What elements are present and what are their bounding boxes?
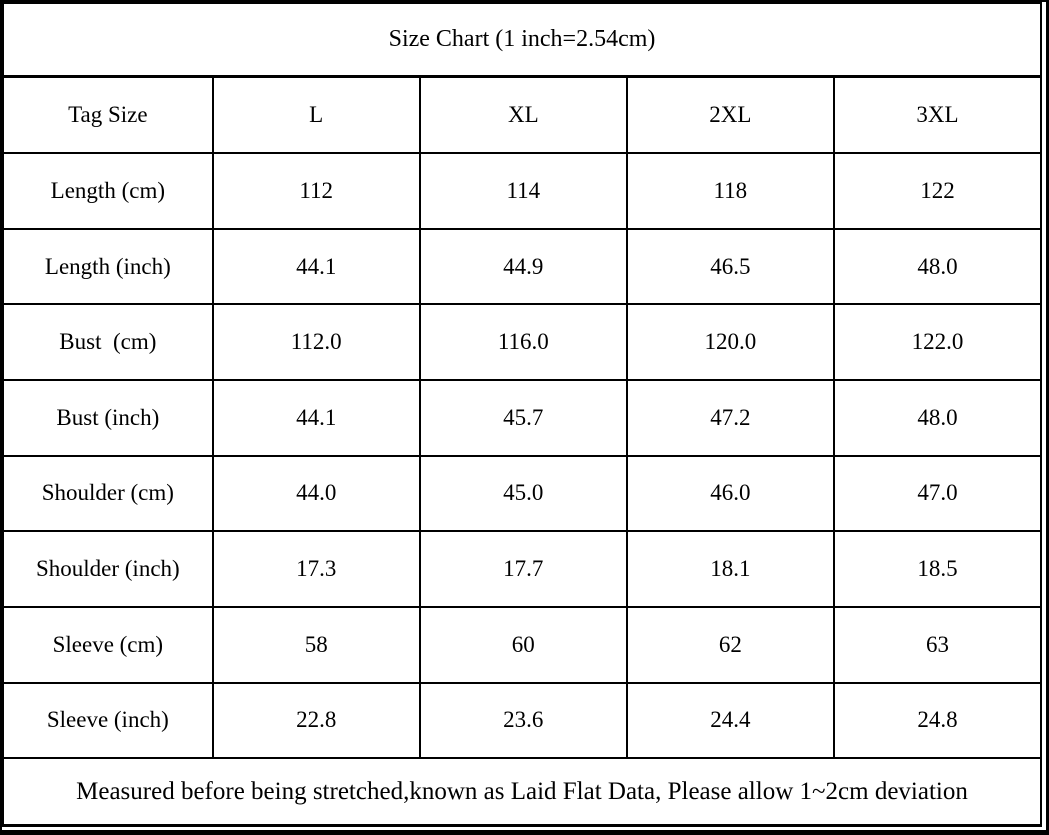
row-label: Sleeve (cm): [2, 605, 214, 684]
table-row-shoulder-inch: Shoulder (inch) 17.3 17.7 18.1 18.5: [2, 530, 1043, 608]
table-row-bust-cm: Bust (cm) 112.0 116.0 120.0 122.0: [2, 303, 1043, 382]
table-row-bust-inch: Bust (inch) 44.1 45.7 47.2 48.0: [2, 379, 1043, 457]
row-label: Length (cm): [2, 152, 214, 230]
row-label: Shoulder (cm): [2, 454, 214, 533]
cell-value: 118: [625, 152, 835, 230]
cell-value: 48.0: [832, 227, 1043, 306]
cell-value: 18.1: [625, 530, 835, 608]
cell-value: 122.0: [832, 303, 1043, 382]
cell-value: 47.0: [832, 454, 1043, 533]
cell-value: 114: [418, 152, 628, 230]
cell-value: 24.8: [832, 681, 1043, 760]
cell-value: 112: [211, 152, 421, 230]
column-header-l: L: [211, 75, 421, 155]
footer-row: Measured before being stretched,known as…: [2, 757, 1042, 828]
cell-value: 44.1: [211, 227, 421, 306]
cell-value: 23.6: [418, 681, 628, 760]
column-header-3xl: 3XL: [832, 75, 1043, 155]
chart-title: Size Chart (1 inch=2.54cm): [2, 2, 1042, 79]
cell-value: 47.2: [625, 379, 835, 457]
cell-value: 45.0: [418, 454, 628, 533]
table-row-sleeve-inch: Sleeve (inch) 22.8 23.6 24.4 24.8: [2, 681, 1043, 760]
table-row-length-inch: Length (inch) 44.1 44.9 46.5 48.0: [2, 227, 1043, 306]
column-header-tag-size: Tag Size: [2, 75, 214, 155]
row-label: Bust (inch): [2, 379, 214, 457]
row-label: Sleeve (inch): [2, 681, 214, 760]
cell-value: 60: [418, 605, 628, 684]
cell-value: 48.0: [832, 379, 1043, 457]
cell-value: 46.0: [625, 454, 835, 533]
cell-value: 24.4: [625, 681, 835, 760]
header-row: Tag Size L XL 2XL 3XL: [2, 75, 1043, 155]
cell-value: 17.7: [418, 530, 628, 608]
table-row-length-cm: Length (cm) 112 114 118 122: [2, 152, 1043, 230]
cell-value: 58: [211, 605, 421, 684]
cell-value: 17.3: [211, 530, 421, 608]
row-label: Bust (cm): [2, 303, 214, 382]
cell-value: 63: [832, 605, 1043, 684]
cell-value: 44.1: [211, 379, 421, 457]
cell-value: 46.5: [625, 227, 835, 306]
table-row-shoulder-cm: Shoulder (cm) 44.0 45.0 46.0 47.0: [2, 454, 1043, 533]
cell-value: 120.0: [625, 303, 835, 382]
cell-value: 62: [625, 605, 835, 684]
cell-value: 44.0: [211, 454, 421, 533]
column-header-2xl: 2XL: [625, 75, 835, 155]
row-label: Shoulder (inch): [2, 530, 214, 608]
cell-value: 112.0: [211, 303, 421, 382]
cell-value: 45.7: [418, 379, 628, 457]
cell-value: 18.5: [832, 530, 1043, 608]
cell-value: 116.0: [418, 303, 628, 382]
cell-value: 44.9: [418, 227, 628, 306]
row-label: Length (inch): [2, 227, 214, 306]
cell-value: 22.8: [211, 681, 421, 760]
title-row: Size Chart (1 inch=2.54cm): [2, 2, 1042, 79]
measurement-note: Measured before being stretched,known as…: [2, 757, 1042, 828]
column-header-xl: XL: [418, 75, 628, 155]
cell-value: 122: [832, 152, 1043, 230]
table-row-sleeve-cm: Sleeve (cm) 58 60 62 63: [2, 605, 1043, 684]
